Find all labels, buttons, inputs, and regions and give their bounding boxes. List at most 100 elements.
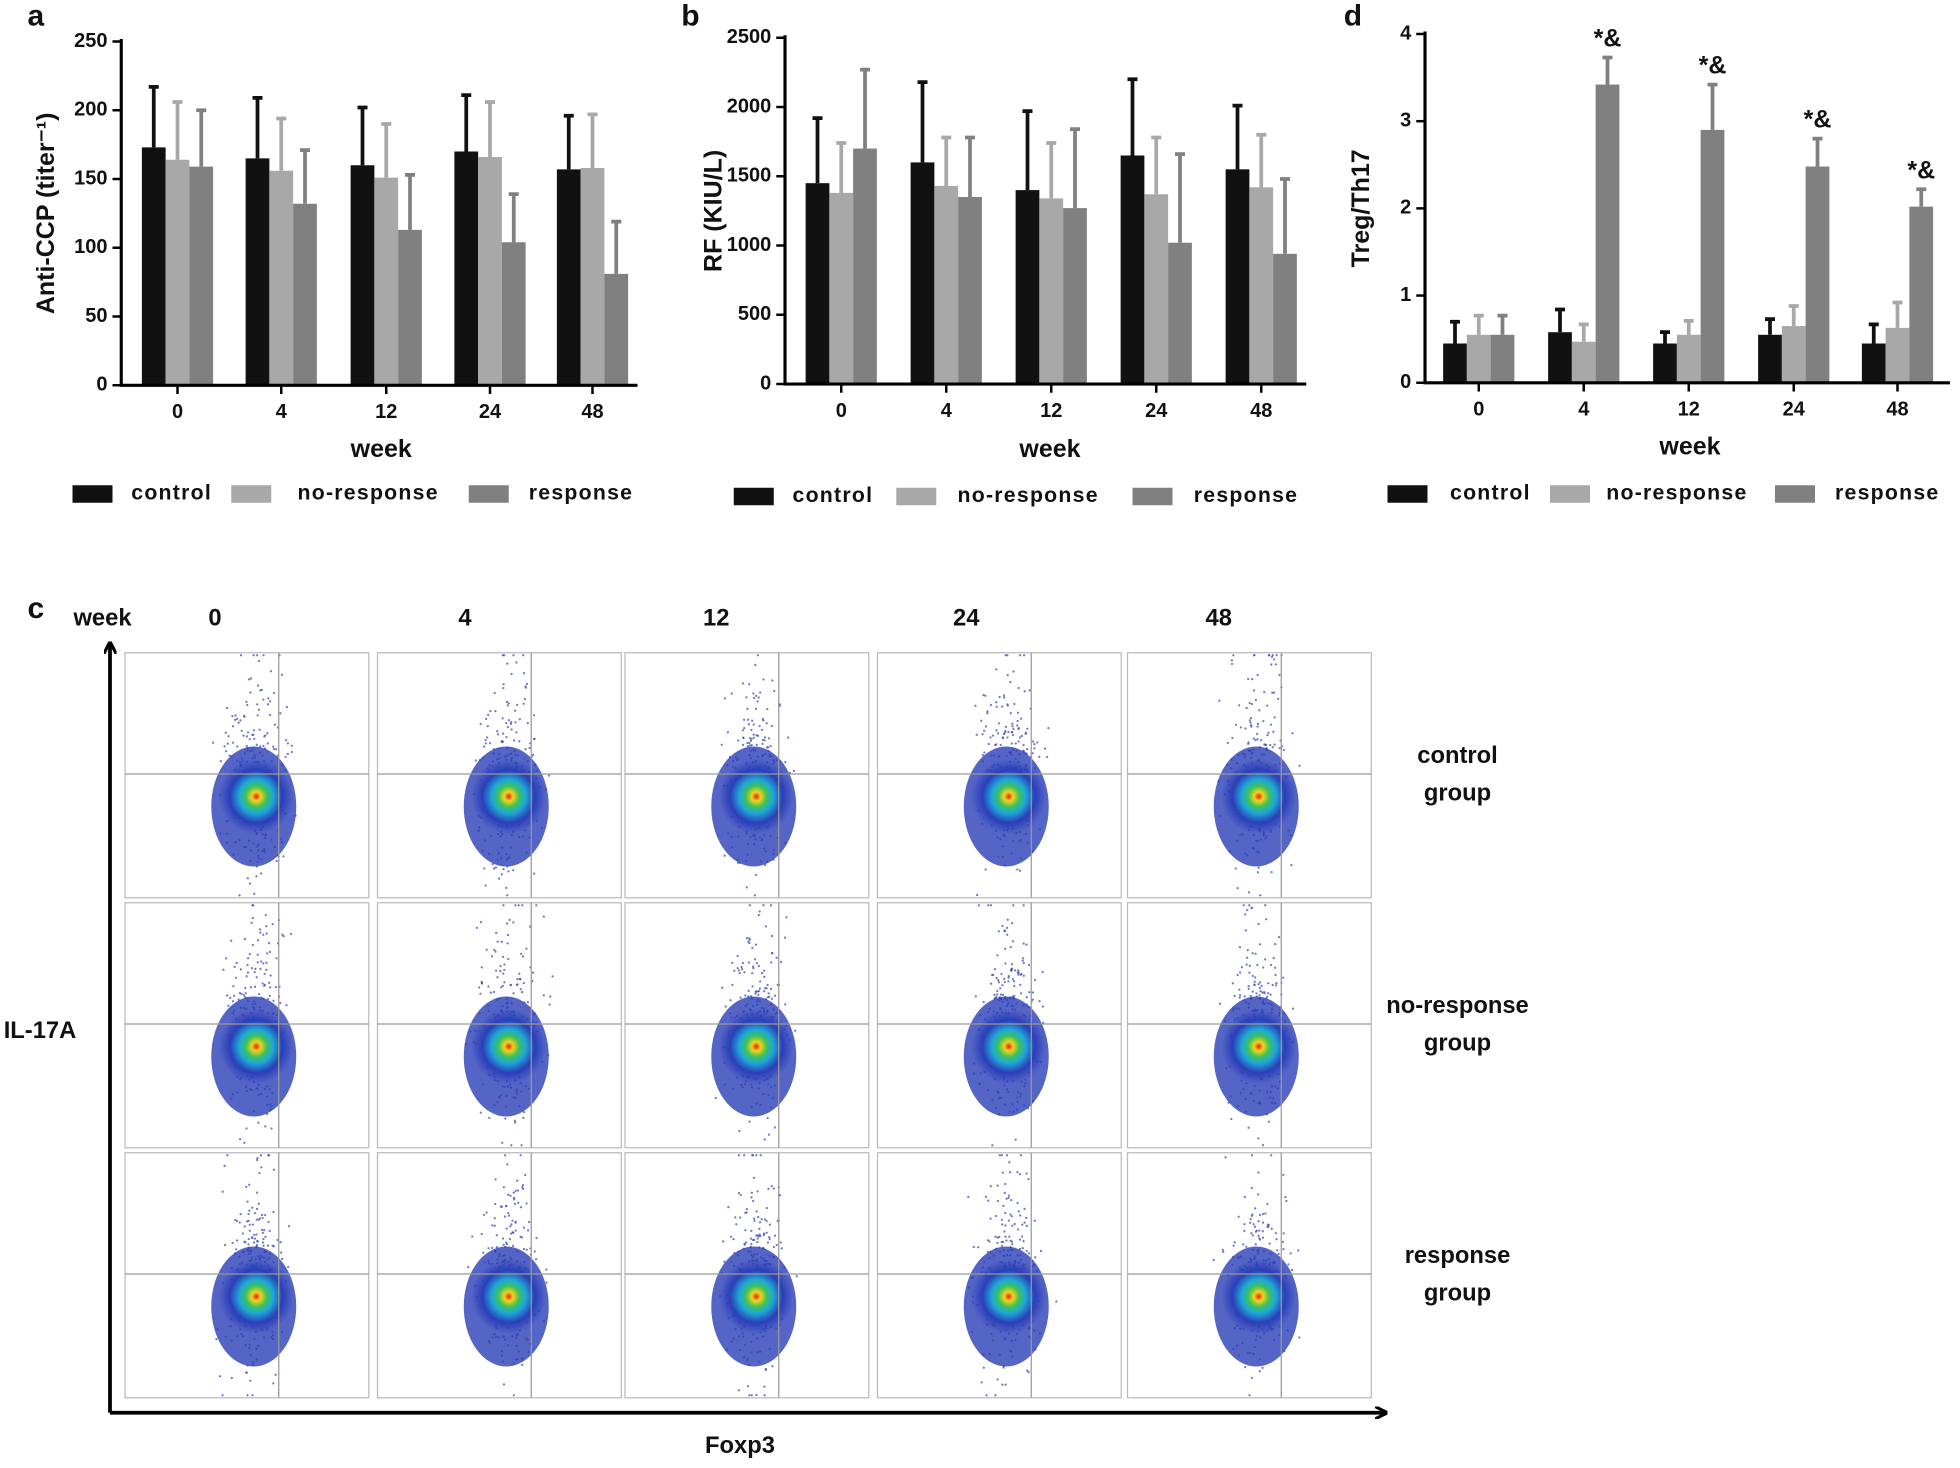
event-dot: [1230, 659, 1234, 662]
event-dot: [766, 1241, 770, 1244]
event-dot: [982, 693, 985, 697]
event-dot: [984, 1195, 988, 1198]
event-dot: [1267, 1120, 1270, 1123]
legend-swatch: [1550, 485, 1590, 503]
event-dot: [986, 1239, 990, 1242]
event-dot: [1281, 1240, 1285, 1243]
event-dot: [261, 1241, 265, 1244]
event-dot: [1031, 752, 1034, 755]
event-dot: [763, 975, 766, 978]
event-dot: [1238, 996, 1241, 999]
x-tick-label: 0: [172, 401, 183, 423]
event-dot: [244, 986, 247, 990]
bar: [189, 166, 214, 386]
event-dot: [1254, 952, 1257, 955]
event-dot: [1262, 990, 1266, 994]
event-dot: [1011, 725, 1014, 728]
event-dot: [272, 745, 275, 748]
event-dot: [1261, 1213, 1265, 1216]
event-dot: [257, 1202, 260, 1205]
event-dot: [244, 992, 247, 995]
event-dot: [753, 1219, 756, 1222]
event-dot: [1256, 725, 1259, 728]
event-dot: [515, 731, 518, 734]
event-dot: [272, 1168, 276, 1171]
column-label: 24: [953, 604, 980, 631]
event-dot: [754, 943, 758, 946]
event-dot: [1028, 689, 1031, 692]
event-dot: [989, 982, 993, 985]
event-dot: [986, 710, 989, 713]
event-dot: [1258, 709, 1261, 712]
event-dot: [258, 928, 262, 931]
event-dot: [1258, 1237, 1261, 1240]
legend-swatch: [1387, 485, 1428, 503]
bar: [269, 170, 294, 386]
event-dot: [1254, 738, 1257, 742]
event-dot: [495, 931, 498, 935]
event-dot: [233, 718, 237, 722]
event-dot: [1261, 1366, 1264, 1369]
event-dot: [525, 1202, 528, 1205]
x-tick-label: 4: [941, 400, 953, 422]
error-bar: [1578, 322, 1589, 342]
event-dot: [743, 971, 746, 974]
event-dot: [996, 1241, 999, 1244]
event-dot: [502, 683, 505, 686]
event-dot: [242, 734, 245, 737]
event-dot: [500, 940, 503, 944]
flow-plot: [376, 902, 622, 1149]
event-dot: [257, 1121, 260, 1124]
event-dot: [754, 694, 758, 698]
event-dot: [257, 708, 261, 711]
event-dot: [262, 933, 265, 936]
event-dot: [752, 692, 755, 695]
event-dot: [279, 1241, 282, 1244]
event-dot: [1247, 741, 1250, 744]
event-dot: [995, 976, 998, 980]
event-dot: [256, 703, 259, 706]
event-dot: [995, 668, 998, 671]
x-tick-label: 12: [1040, 400, 1062, 422]
event-dot: [510, 1232, 513, 1235]
event-dot: [739, 1193, 742, 1197]
event-dot: [489, 991, 492, 994]
event-dot: [731, 961, 734, 964]
event-dot: [1254, 698, 1258, 702]
event-dot: [748, 937, 751, 940]
bar: [556, 169, 581, 386]
event-dot: [267, 942, 271, 945]
event-dot: [513, 1198, 516, 1201]
event-dot: [492, 990, 496, 994]
event-dot: [1250, 1154, 1254, 1157]
event-dot: [768, 995, 771, 998]
event-dot: [521, 1186, 524, 1189]
row-label: group: [1424, 1279, 1491, 1306]
column-header: week: [72, 604, 132, 631]
event-dot: [763, 739, 766, 742]
event-dot: [240, 992, 243, 996]
event-dot: [280, 673, 284, 676]
event-dot: [740, 967, 744, 971]
event-dot: [994, 1235, 997, 1238]
event-dot: [497, 877, 501, 880]
error-bar: [508, 192, 519, 243]
event-dot: [767, 1133, 771, 1136]
event-dot: [242, 994, 246, 997]
event-dot: [1263, 691, 1266, 694]
error-bar: [836, 141, 847, 193]
event-dot: [514, 1121, 517, 1124]
event-dot: [262, 698, 265, 701]
event-dot: [519, 978, 522, 981]
event-dot: [273, 723, 276, 726]
bar: [910, 162, 935, 384]
event-dot: [1016, 868, 1019, 871]
event-dot: [501, 732, 505, 735]
event-dot: [769, 744, 772, 748]
event-dot: [1004, 1212, 1007, 1215]
error-bar: [485, 100, 495, 158]
event-dot: [994, 1394, 997, 1397]
event-dot: [1256, 738, 1259, 741]
error-bar: [1046, 141, 1057, 199]
y-tick-label: 2500: [727, 26, 772, 48]
